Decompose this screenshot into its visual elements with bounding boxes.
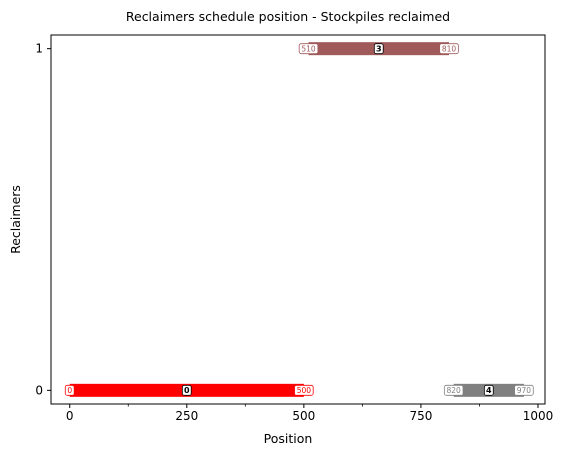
segment-4: 820 970 4 bbox=[443, 383, 534, 397]
segment-3: 510 810 3 bbox=[298, 42, 459, 56]
x-axis-label: Position bbox=[264, 431, 313, 446]
label-box bbox=[373, 43, 384, 55]
x-tick-label: 0 bbox=[66, 409, 74, 423]
stockpile-label: 3 bbox=[376, 44, 382, 53]
chart-title: Reclaimers schedule position - Stockpile… bbox=[126, 9, 450, 24]
y-tick-label: 0 bbox=[35, 383, 43, 397]
plot-area: 0 500 0 510 810 3 820 970 4 bbox=[64, 42, 534, 397]
label-box bbox=[439, 43, 459, 55]
position-label: 820 bbox=[447, 386, 462, 395]
label-box bbox=[443, 384, 464, 396]
x-tick-label: 250 bbox=[175, 409, 198, 423]
label-box bbox=[514, 384, 534, 396]
segment-0: 0 500 0 bbox=[64, 383, 314, 397]
position-label: 510 bbox=[301, 44, 316, 53]
plot-frame bbox=[50, 34, 546, 405]
label-box bbox=[294, 384, 314, 396]
position-label: 500 bbox=[297, 386, 312, 395]
y-tick-label: 1 bbox=[35, 42, 43, 56]
stockpile-label: 4 bbox=[486, 386, 492, 395]
x-axis: 0 250 500 750 1000 bbox=[66, 404, 553, 423]
x-tick-label: 750 bbox=[409, 409, 432, 423]
x-tick-label: 1000 bbox=[523, 409, 554, 423]
stockpile-label: 0 bbox=[184, 386, 190, 395]
x-tick-label: 500 bbox=[292, 409, 315, 423]
y-axis: 01 bbox=[35, 42, 51, 397]
label-box bbox=[64, 384, 75, 396]
label-box bbox=[181, 384, 192, 396]
position-label: 810 bbox=[442, 44, 457, 53]
y-axis-label: Reclaimers bbox=[8, 185, 23, 254]
position-label: 970 bbox=[517, 386, 532, 395]
label-box bbox=[298, 43, 319, 55]
position-label: 0 bbox=[67, 386, 72, 395]
label-box bbox=[483, 384, 494, 396]
